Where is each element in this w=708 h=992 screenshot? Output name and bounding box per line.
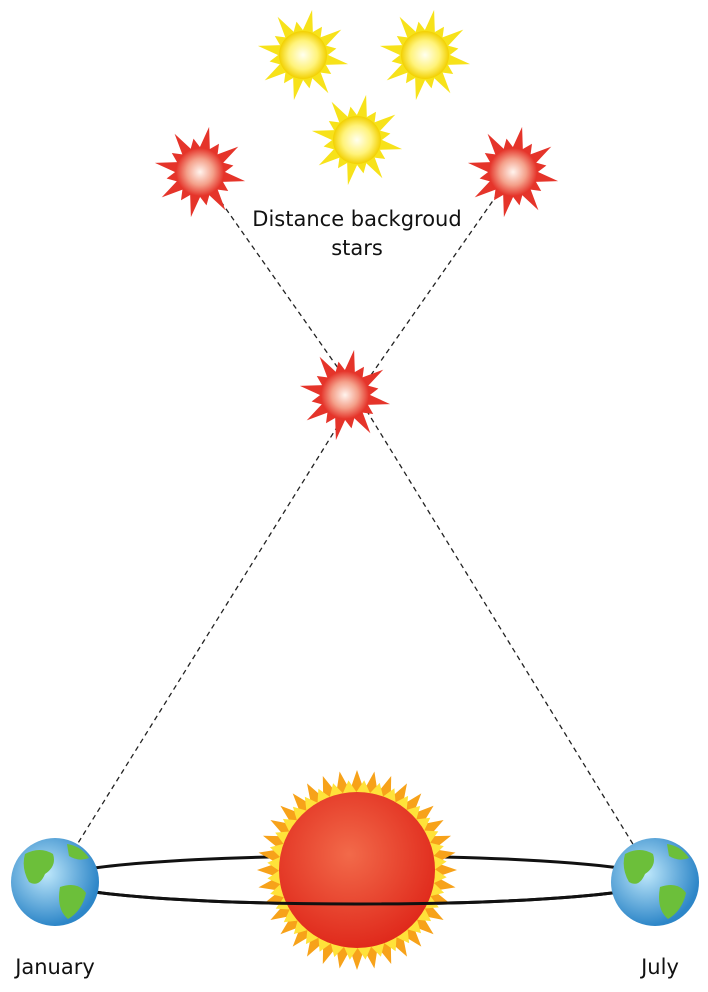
sun bbox=[257, 770, 457, 970]
parallax-diagram: Distance backgroud stars January July bbox=[0, 0, 708, 992]
star-core bbox=[279, 31, 327, 79]
sight-lines bbox=[55, 172, 655, 880]
star-core bbox=[489, 148, 537, 196]
star-core bbox=[401, 31, 449, 79]
sight-line bbox=[357, 172, 513, 395]
page: {"labels": {"background_stars": ["Distan… bbox=[0, 0, 708, 992]
star-core bbox=[321, 371, 369, 419]
stars-label: stars bbox=[331, 236, 383, 260]
star-core bbox=[176, 148, 224, 196]
star-core bbox=[333, 116, 381, 164]
sun-disk bbox=[279, 792, 435, 948]
earth bbox=[611, 838, 699, 926]
earth bbox=[11, 838, 99, 926]
july-label: July bbox=[639, 955, 679, 979]
stars-label: Distance backgroud bbox=[252, 207, 461, 231]
january-label: January bbox=[13, 955, 95, 979]
